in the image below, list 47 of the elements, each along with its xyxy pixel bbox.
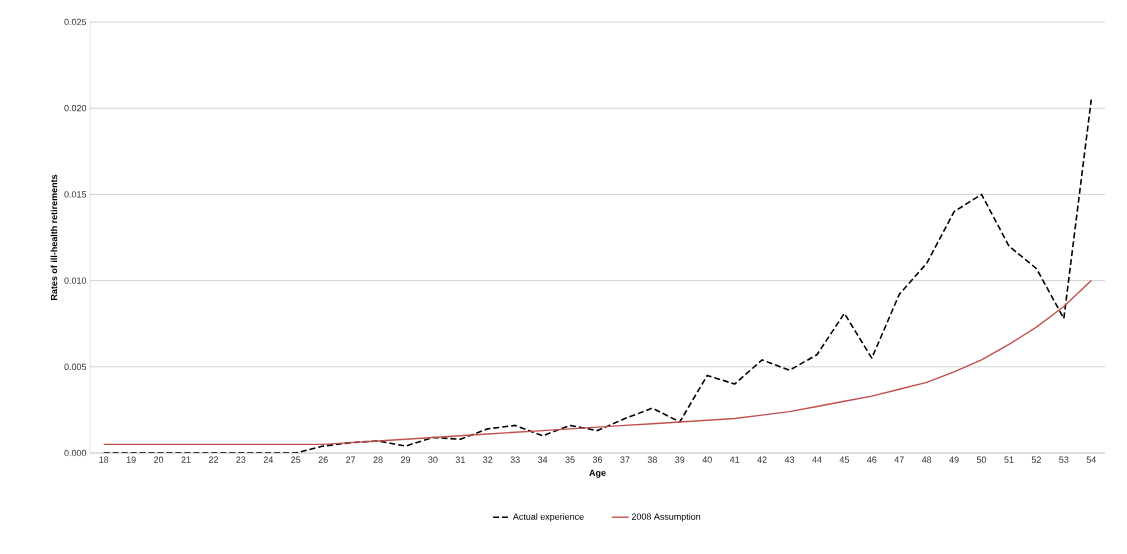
x-tick-label: 53 <box>1059 456 1069 463</box>
x-tick-label: 40 <box>702 456 712 463</box>
y-axis-title: Rates of ill-health retirements <box>50 174 58 300</box>
x-tick-label: 41 <box>729 456 740 463</box>
x-tick-label: 32 <box>483 456 493 463</box>
x-tick-label: 44 <box>812 456 822 463</box>
x-tick-label: 29 <box>400 456 411 463</box>
x-tick-label: 25 <box>291 456 301 463</box>
legend-label: Actual experience <box>512 513 584 522</box>
legend-label: 2008 Assumption <box>631 513 701 522</box>
x-tick-label: 26 <box>318 456 328 463</box>
x-tick-label: 31 <box>455 456 465 463</box>
x-tick-label: 18 <box>99 456 109 463</box>
x-tick-label: 23 <box>236 456 246 463</box>
x-tick-label: 47 <box>894 456 904 463</box>
x-tick-label: 43 <box>784 456 795 463</box>
x-tick-label: 50 <box>976 456 987 463</box>
x-tick-label: 33 <box>510 456 520 463</box>
x-tick-label: 51 <box>1004 456 1014 463</box>
x-tick-label: 48 <box>921 456 932 463</box>
x-tick-label: 52 <box>1031 456 1041 463</box>
x-tick-label: 45 <box>839 456 849 463</box>
x-tick-label: 35 <box>565 456 575 463</box>
x-tick-label: 36 <box>592 456 603 463</box>
x-tick-label: 21 <box>181 456 191 463</box>
y-tick-label: 0.015 <box>64 191 87 198</box>
x-tick-label: 34 <box>537 456 548 463</box>
x-tick-label: 28 <box>373 456 383 463</box>
y-tick-label: 0.025 <box>64 18 87 26</box>
x-tick-label: 49 <box>949 456 959 463</box>
y-tick-label: 0.020 <box>64 105 87 112</box>
y-tick-label: 0.005 <box>64 363 87 370</box>
x-tick-label: 22 <box>208 456 218 463</box>
x-tick-label: 46 <box>867 456 877 463</box>
x-tick-label: 54 <box>1086 456 1096 463</box>
x-tick-label: 37 <box>620 456 630 463</box>
x-tick-label: 24 <box>263 456 274 463</box>
y-tick-label: 0.000 <box>64 449 87 457</box>
x-tick-label: 38 <box>647 456 657 463</box>
x-tick-label: 42 <box>757 456 767 463</box>
y-tick-label: 0.010 <box>64 277 87 284</box>
x-tick-label: 27 <box>346 456 356 463</box>
x-axis-title: Age <box>589 469 606 478</box>
x-tick-label: 30 <box>428 456 438 463</box>
x-tick-label: 19 <box>126 456 136 463</box>
x-tick-label: 20 <box>154 456 164 463</box>
x-tick-label: 39 <box>675 456 685 463</box>
